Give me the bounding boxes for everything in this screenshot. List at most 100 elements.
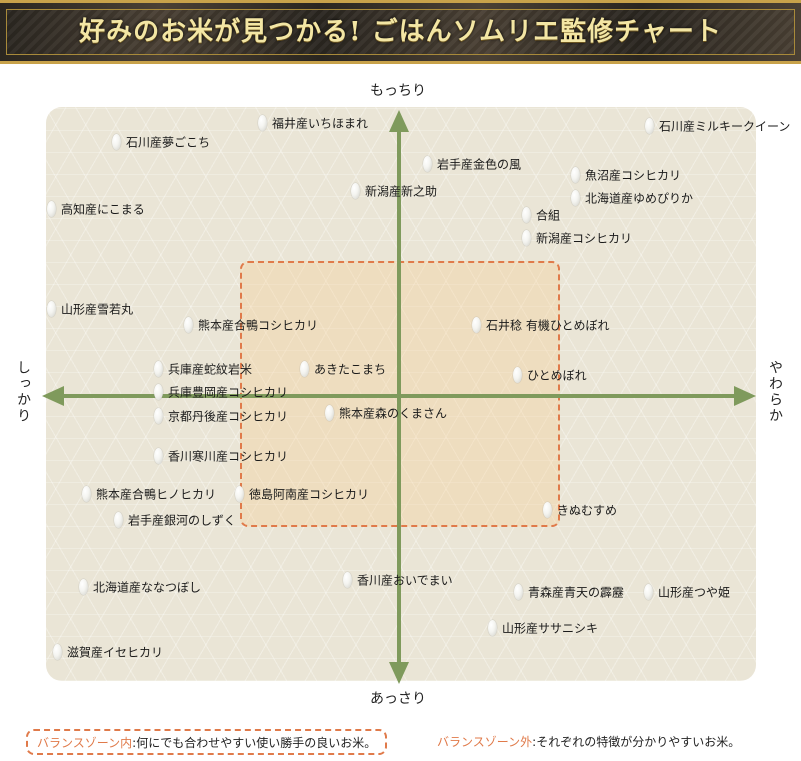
rice-grain-icon (154, 407, 163, 424)
rice-grain-icon (644, 583, 653, 600)
rice-item[interactable]: 熊本産合鴨コシヒカリ (184, 315, 318, 335)
rice-grain-icon (154, 447, 163, 464)
rice-name: 北海道産ななつぼし (93, 580, 202, 595)
rice-item[interactable]: 熊本産森のくまさん (325, 403, 447, 423)
title-banner: 好みのお米が見つかる! ごはんソムリエ監修チャート (0, 0, 801, 64)
rice-grain-icon (154, 383, 163, 400)
rice-name: 高知産にこまる (61, 202, 145, 217)
rice-item[interactable]: 山形産つや姫 (644, 582, 730, 602)
rice-name: ひとめぼれ (527, 368, 587, 383)
rice-grain-icon (79, 578, 88, 595)
rice-item[interactable]: 魚沼産コシヒカリ (571, 165, 681, 185)
rice-grain-icon (488, 619, 497, 636)
rice-grain-icon (522, 206, 531, 223)
rice-grain-icon (522, 229, 531, 246)
rice-name: 新潟産コシヒカリ (536, 231, 633, 246)
rice-name: 熊本産森のくまさん (339, 406, 448, 421)
axis-label-left: しっかり (15, 360, 31, 424)
rice-name: 新潟産新之助 (365, 184, 438, 199)
rice-item[interactable]: 山形産雪若丸 (47, 299, 133, 319)
arrow-right-icon (734, 386, 756, 406)
rice-grain-icon (47, 200, 56, 217)
rice-item[interactable]: 高知産にこまる (47, 199, 145, 219)
rice-grain-icon (571, 166, 580, 183)
rice-name: あきたこまち (314, 362, 387, 377)
rice-grain-icon (351, 182, 360, 199)
rice-name: 魚沼産コシヒカリ (585, 168, 682, 183)
rice-item[interactable]: 徳島阿南産コシヒカリ (235, 484, 369, 504)
rice-name: 石川産ミルキークイーン (659, 119, 791, 134)
rice-item[interactable]: 香川寒川産コシヒカリ (154, 446, 288, 466)
rice-name: 山形産ササニシキ (502, 621, 599, 636)
rice-item[interactable]: 石川産ミルキークイーン (645, 116, 790, 136)
rice-name: 石井稔 有機ひとめぼれ (486, 318, 610, 333)
rice-name: 山形産雪若丸 (61, 302, 134, 317)
arrow-down-icon (389, 662, 409, 684)
rice-grain-icon (514, 583, 523, 600)
rice-grain-icon (154, 360, 163, 377)
rice-item[interactable]: 福井産いちほまれ (258, 113, 368, 133)
rice-item[interactable]: 青森産青天の霹靂 (514, 582, 624, 602)
rice-name: 岩手産銀河のしずく (128, 513, 236, 528)
rice-item[interactable]: 新潟産新之助 (351, 181, 437, 201)
rice-name: 合組 (536, 208, 561, 223)
rice-grain-icon (112, 133, 121, 150)
rice-item[interactable]: あきたこまち (300, 359, 386, 379)
rice-item[interactable]: 合組 (522, 205, 560, 225)
rice-name: きぬむすめ (557, 503, 618, 518)
rice-item[interactable]: 新潟産コシヒカリ (522, 228, 632, 248)
legend-outside-key: バランスゾーン外 (437, 735, 533, 749)
rice-grain-icon (571, 189, 580, 206)
rice-grain-icon (645, 117, 654, 134)
rice-grain-icon (423, 155, 432, 172)
legend-outside-text: :それぞれの特徴が分かりやすいお米。 (532, 735, 741, 749)
rice-name: 石川産夢ごこち (126, 135, 211, 150)
rice-grain-icon (47, 300, 56, 317)
rice-item[interactable]: 滋賀産イセヒカリ (53, 642, 163, 662)
rice-item[interactable]: 北海道産ななつぼし (79, 577, 201, 597)
arrow-up-icon (389, 110, 409, 132)
legend-inside-key: バランスゾーン内 (37, 736, 133, 750)
rice-grain-icon (235, 485, 244, 502)
rice-item[interactable]: 石川産夢ごこち (112, 132, 210, 152)
rice-item[interactable]: ひとめぼれ (513, 365, 587, 385)
arrow-left-icon (42, 386, 64, 406)
rice-item[interactable]: 熊本産合鴨ヒノヒカリ (82, 484, 216, 504)
rice-item[interactable]: 京都丹後産コシヒカリ (154, 406, 288, 426)
rice-name: 兵庫産蛇紋岩米 (168, 362, 253, 377)
rice-item[interactable]: 兵庫産蛇紋岩米 (154, 359, 252, 379)
rice-item[interactable]: 岩手産銀河のしずく (114, 510, 236, 530)
rice-item[interactable]: 香川産おいでまい (343, 570, 453, 590)
rice-grain-icon (325, 404, 334, 421)
rice-name: 徳島阿南産コシヒカリ (249, 487, 370, 502)
rice-name: 兵庫豊岡産コシヒカリ (168, 385, 289, 400)
axis-label-bottom: あっさり (370, 691, 426, 707)
rice-grain-icon (300, 360, 309, 377)
rice-name: 岩手産金色の風 (437, 157, 522, 172)
rice-item[interactable]: 北海道産ゆめぴりか (571, 188, 693, 208)
rice-name: 福井産いちほまれ (272, 116, 369, 131)
rice-item[interactable]: 兵庫豊岡産コシヒカリ (154, 382, 288, 402)
rice-item[interactable]: きぬむすめ (543, 500, 617, 520)
rice-grain-icon (258, 114, 267, 131)
rice-grain-icon (543, 501, 552, 518)
rice-item[interactable]: 岩手産金色の風 (423, 154, 521, 174)
rice-name: 熊本産合鴨ヒノヒカリ (96, 487, 217, 502)
rice-name: 香川産おいでまい (357, 573, 453, 588)
rice-name: 熊本産合鴨コシヒカリ (198, 318, 319, 333)
rice-grain-icon (472, 316, 481, 333)
axis-label-top: もっちり (370, 83, 426, 99)
rice-grain-icon (53, 643, 62, 660)
rice-name: 香川寒川産コシヒカリ (168, 449, 289, 464)
rice-name: 青森産青天の霹靂 (528, 585, 625, 600)
legend-balance-outside: バランスゾーン外:それぞれの特徴が分かりやすいお米。 (437, 729, 740, 755)
banner-frame (6, 9, 795, 55)
rice-item[interactable]: 山形産ササニシキ (488, 618, 598, 638)
axis-label-right: やわらか (767, 360, 783, 424)
rice-grain-icon (343, 571, 352, 588)
rice-grain-icon (184, 316, 193, 333)
rice-grain-icon (82, 485, 91, 502)
rice-item[interactable]: 石井稔 有機ひとめぼれ (472, 315, 609, 335)
rice-name: 山形産つや姫 (658, 585, 731, 600)
